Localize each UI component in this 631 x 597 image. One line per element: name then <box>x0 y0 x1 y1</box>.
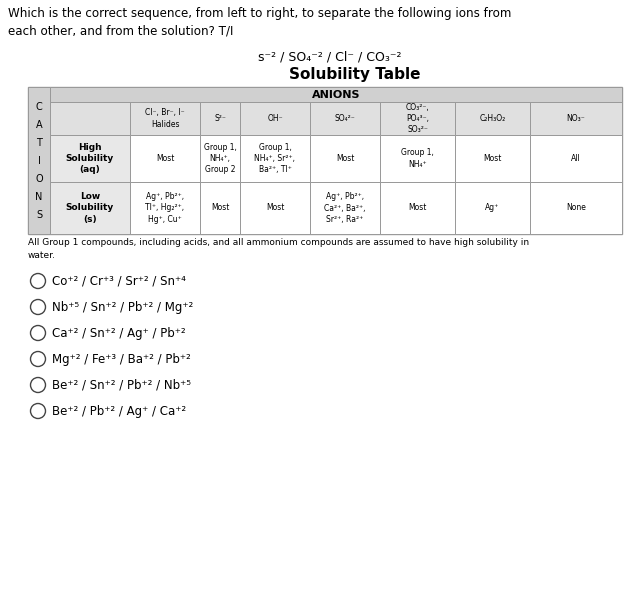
Bar <box>380 135 455 182</box>
Bar <box>240 182 310 234</box>
Text: Be⁺² / Pb⁺² / Ag⁺ / Ca⁺²: Be⁺² / Pb⁺² / Ag⁺ / Ca⁺² <box>52 405 186 417</box>
Bar <box>50 135 130 182</box>
Text: ANIONS: ANIONS <box>312 90 360 100</box>
Text: Group 1,
NH₄⁺: Group 1, NH₄⁺ <box>401 149 434 168</box>
Text: Solubility Table: Solubility Table <box>289 67 421 82</box>
Bar <box>455 135 530 182</box>
Bar <box>50 102 130 135</box>
Text: Most: Most <box>266 204 284 213</box>
Text: CO₃²⁻,
PO₄³⁻,
SO₃²⁻: CO₃²⁻, PO₄³⁻, SO₃²⁻ <box>406 103 429 134</box>
Bar <box>50 87 622 102</box>
Bar <box>455 102 530 135</box>
Bar <box>28 87 50 234</box>
Bar <box>50 182 130 234</box>
Text: C₂H₃O₂: C₂H₃O₂ <box>480 114 505 123</box>
Text: Most: Most <box>408 204 427 213</box>
Text: S²⁻: S²⁻ <box>214 114 226 123</box>
Text: Nb⁺⁵ / Sn⁺² / Pb⁺² / Mg⁺²: Nb⁺⁵ / Sn⁺² / Pb⁺² / Mg⁺² <box>52 300 192 313</box>
Bar <box>310 102 380 135</box>
Text: OH⁻: OH⁻ <box>267 114 283 123</box>
Text: Group 1,
NH₄⁺,
Group 2: Group 1, NH₄⁺, Group 2 <box>204 143 237 174</box>
Bar <box>240 135 310 182</box>
Text: Co⁺² / Cr⁺³ / Sr⁺² / Sn⁺⁴: Co⁺² / Cr⁺³ / Sr⁺² / Sn⁺⁴ <box>52 275 186 288</box>
Bar <box>28 87 622 234</box>
Text: All Group 1 compounds, including acids, and all ammonium compounds are assumed t: All Group 1 compounds, including acids, … <box>28 238 529 260</box>
Text: NO₃⁻: NO₃⁻ <box>567 114 586 123</box>
Text: Which is the correct sequence, from left to right, to separate the following ion: Which is the correct sequence, from left… <box>8 7 511 38</box>
Text: Ag⁺, Pb²⁺,
Ca²⁺, Ba²⁺,
Sr²⁺, Ra²⁺: Ag⁺, Pb²⁺, Ca²⁺, Ba²⁺, Sr²⁺, Ra²⁺ <box>324 192 366 224</box>
Bar <box>530 182 622 234</box>
Text: SO₄²⁻: SO₄²⁻ <box>334 114 355 123</box>
Text: Most: Most <box>156 154 174 163</box>
Text: Ag⁺, Pb²⁺,
Tl⁺, Hg₂²⁺,
Hg⁺, Cu⁺: Ag⁺, Pb²⁺, Tl⁺, Hg₂²⁺, Hg⁺, Cu⁺ <box>145 192 184 224</box>
Bar <box>130 102 200 135</box>
Bar <box>200 102 240 135</box>
Bar <box>380 102 455 135</box>
Text: Ca⁺² / Sn⁺² / Ag⁺ / Pb⁺²: Ca⁺² / Sn⁺² / Ag⁺ / Pb⁺² <box>52 327 185 340</box>
Text: Most: Most <box>483 154 502 163</box>
Text: Most: Most <box>211 204 229 213</box>
Text: High
Solubility
(aq): High Solubility (aq) <box>66 143 114 174</box>
Text: Cl⁻, Br⁻, I⁻
Halides: Cl⁻, Br⁻, I⁻ Halides <box>145 109 185 128</box>
Bar <box>240 102 310 135</box>
Text: All: All <box>571 154 581 163</box>
Text: Mg⁺² / Fe⁺³ / Ba⁺² / Pb⁺²: Mg⁺² / Fe⁺³ / Ba⁺² / Pb⁺² <box>52 352 191 365</box>
Bar <box>310 182 380 234</box>
Text: Group 1,
NH₄⁺, Sr²⁺,
Ba²⁺, Tl⁺: Group 1, NH₄⁺, Sr²⁺, Ba²⁺, Tl⁺ <box>254 143 295 174</box>
Text: Ag⁺: Ag⁺ <box>485 204 500 213</box>
Text: None: None <box>566 204 586 213</box>
Bar <box>130 135 200 182</box>
Bar <box>530 102 622 135</box>
Bar <box>455 182 530 234</box>
Text: Be⁺² / Sn⁺² / Pb⁺² / Nb⁺⁵: Be⁺² / Sn⁺² / Pb⁺² / Nb⁺⁵ <box>52 378 191 392</box>
Bar <box>200 182 240 234</box>
Text: C
A
T
I
O
N
S: C A T I O N S <box>35 101 43 220</box>
Text: s⁻² / SO₄⁻² / Cl⁻ / CO₃⁻²: s⁻² / SO₄⁻² / Cl⁻ / CO₃⁻² <box>258 51 402 64</box>
Bar <box>380 182 455 234</box>
Text: Most: Most <box>336 154 354 163</box>
Text: Low
Solubility
(s): Low Solubility (s) <box>66 192 114 224</box>
Bar <box>310 135 380 182</box>
Bar <box>130 182 200 234</box>
Bar <box>530 135 622 182</box>
Bar <box>200 135 240 182</box>
